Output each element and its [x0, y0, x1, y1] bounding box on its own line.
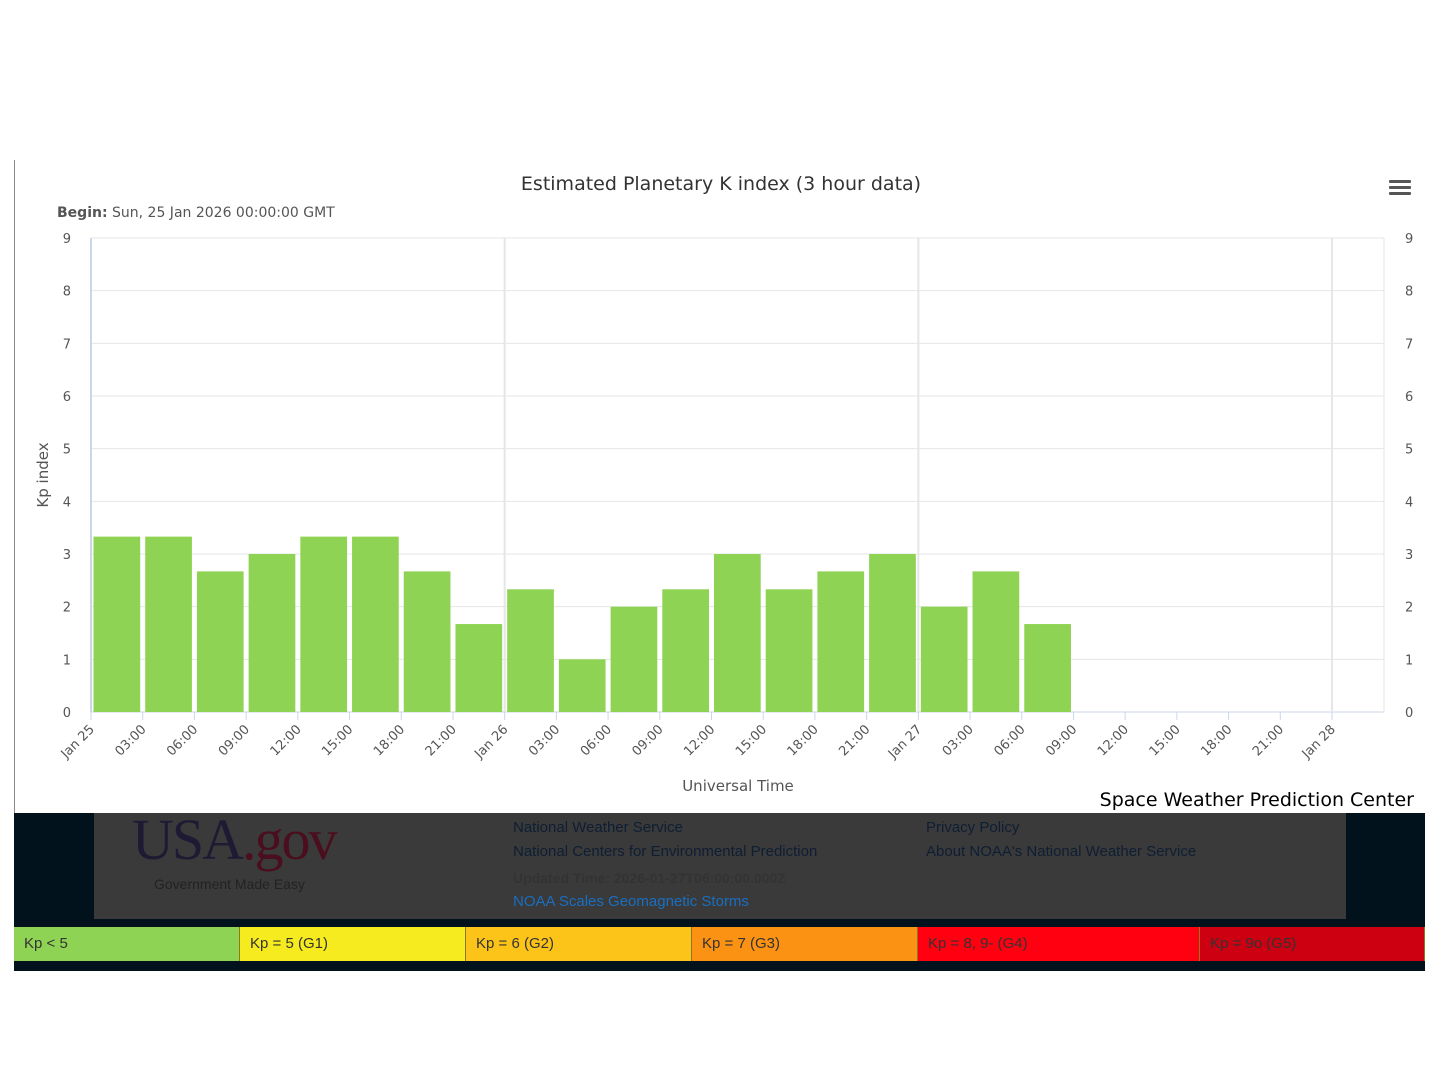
legend-item: Kp = 5 (G1)	[240, 927, 466, 961]
x-tick-label: 18:00	[785, 722, 822, 759]
kp-bar	[196, 571, 244, 712]
kp-bar	[662, 589, 709, 712]
x-tick-label: 06:00	[578, 722, 615, 759]
updated-time: Updated Time: 2026-01-27T06:00:00.000Z	[513, 870, 786, 886]
legend-item: Kp = 9o (G5)	[1200, 927, 1425, 961]
x-tick-label: 15:00	[733, 722, 770, 759]
x-tick-label: 03:00	[112, 722, 149, 759]
usa-gov-tagline: Government Made Easy	[154, 876, 305, 892]
x-tick-label: 15:00	[1147, 722, 1184, 759]
x-tick-label: 09:00	[630, 722, 667, 759]
y-tick-label: 0	[63, 706, 71, 721]
y-tick-label: 5	[63, 443, 71, 458]
x-tick-label: 12:00	[1095, 722, 1132, 759]
kp-bar-chart: Estimated Planetary K index (3 hour data…	[34, 173, 1413, 795]
y-tick-label-right: 8	[1405, 285, 1413, 300]
y-axis-title: Kp index	[34, 442, 52, 507]
kp-bar	[765, 589, 813, 712]
kp-bar	[869, 554, 916, 712]
legend-item: Kp = 6 (G2)	[466, 927, 692, 961]
x-tick-label: 21:00	[423, 722, 460, 759]
x-tick-label: 06:00	[164, 722, 201, 759]
chart-subtitle: Begin: Sun, 25 Jan 2026 00:00:00 GMT	[57, 205, 335, 221]
y-tick-label: 2	[63, 601, 71, 616]
kp-bar	[972, 571, 1020, 712]
x-tick-label: Jan 26	[471, 722, 511, 762]
y-tick-label-right: 1	[1405, 653, 1413, 668]
x-tick-label: Jan 27	[885, 722, 925, 762]
footer-link-privacy[interactable]: Privacy Policy	[926, 819, 1020, 836]
footer-link-nws[interactable]: National Weather Service	[513, 819, 683, 836]
kp-bar	[145, 536, 192, 712]
kp-bar	[714, 554, 761, 712]
y-tick-label: 6	[63, 390, 71, 405]
kp-chart-container: Estimated Planetary K index (3 hour data…	[14, 160, 1426, 813]
y-tick-label: 1	[63, 653, 71, 668]
y-tick-label-right: 6	[1405, 390, 1413, 405]
x-tick-label: 18:00	[371, 722, 408, 759]
chart-menu-icon[interactable]	[1389, 180, 1411, 198]
x-tick-label: 03:00	[940, 722, 977, 759]
x-tick-label: 09:00	[1043, 722, 1080, 759]
legend-item: Kp = 7 (G3)	[692, 927, 918, 961]
x-tick-label: 15:00	[319, 722, 356, 759]
noaa-scales-link[interactable]: NOAA Scales Geomagnetic Storms	[513, 893, 749, 910]
footer-inner: USA.gov Government Made Easy National We…	[94, 807, 1346, 919]
page-footer: USA.gov Government Made Easy National We…	[14, 807, 1425, 971]
kp-legend: Kp < 5 Kp = 5 (G1) Kp = 6 (G2) Kp = 7 (G3) K…	[14, 927, 1425, 961]
kp-bar	[1024, 624, 1071, 712]
legend-item: Kp = 8, 9- (G4)	[918, 927, 1200, 961]
kp-bar	[248, 554, 296, 712]
y-tick-label: 7	[63, 337, 71, 352]
chart-credit[interactable]: Space Weather Prediction Center	[1099, 789, 1414, 811]
x-tick-label: 06:00	[991, 722, 1028, 759]
y-tick-label: 3	[63, 548, 71, 563]
kp-bar	[920, 606, 968, 712]
chart-title: Estimated Planetary K index (3 hour data…	[521, 173, 921, 195]
y-tick-label: 8	[63, 285, 71, 300]
y-tick-label-right: 4	[1405, 495, 1413, 510]
kp-bar	[403, 571, 451, 712]
kp-bar	[455, 624, 503, 712]
kp-bar	[300, 536, 348, 712]
legend-item: Kp < 5	[14, 927, 240, 961]
y-tick-label: 9	[63, 232, 71, 247]
kp-bar	[352, 536, 399, 712]
y-tick-label-right: 9	[1405, 232, 1413, 247]
y-tick-label-right: 3	[1405, 548, 1413, 563]
x-tick-label: 12:00	[268, 722, 305, 759]
kp-bar	[610, 606, 658, 712]
x-tick-label: 12:00	[681, 722, 718, 759]
x-tick-label: Jan 28	[1299, 722, 1339, 762]
y-tick-label-right: 5	[1405, 443, 1413, 458]
y-tick-label-right: 2	[1405, 601, 1413, 616]
y-tick-label-right: 0	[1405, 706, 1413, 721]
x-tick-label: 21:00	[1250, 722, 1287, 759]
x-axis-title: Universal Time	[682, 777, 794, 795]
y-tick-label-right: 7	[1405, 337, 1413, 352]
x-tick-label: 09:00	[216, 722, 253, 759]
y-tick-label: 4	[63, 495, 71, 510]
x-tick-label: 18:00	[1198, 722, 1235, 759]
kp-bar	[558, 659, 606, 712]
footer-link-ncep[interactable]: National Centers for Environmental Predi…	[513, 843, 818, 860]
kp-bar	[93, 536, 141, 712]
x-tick-label: Jan 25	[58, 722, 98, 762]
usa-gov-logo[interactable]: USA.gov	[132, 807, 338, 872]
kp-bar	[817, 571, 865, 712]
x-tick-label: 21:00	[836, 722, 873, 759]
kp-bar	[507, 589, 554, 712]
x-tick-label: 03:00	[526, 722, 563, 759]
footer-link-about[interactable]: About NOAA's National Weather Service	[926, 843, 1197, 860]
